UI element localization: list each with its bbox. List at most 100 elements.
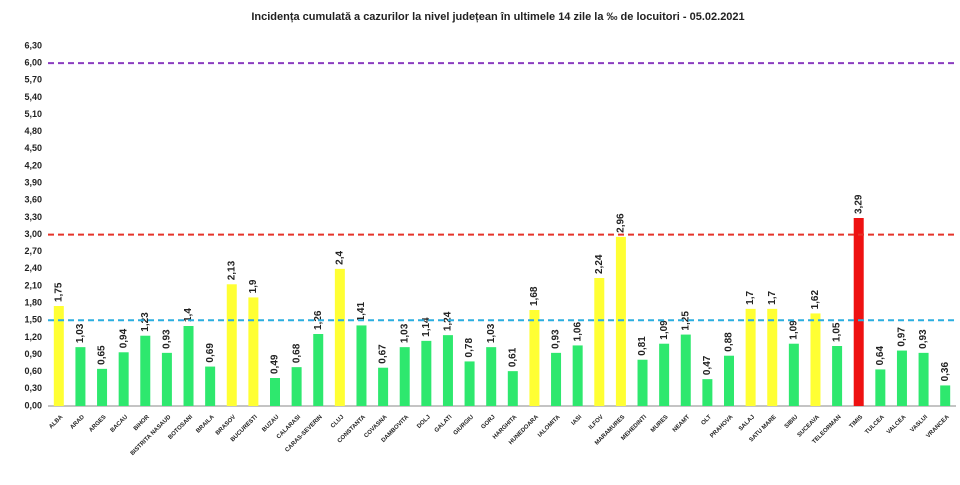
bar [118, 352, 129, 406]
y-tick-label: 1,50 [24, 315, 42, 325]
bar [875, 369, 886, 406]
x-tick-label: BISTRITA NASAUD [130, 414, 173, 457]
x-tick-label: VRANCEA [925, 414, 951, 440]
bar [486, 347, 497, 406]
bar [572, 345, 583, 406]
x-tick-label: PRAHOVA [709, 414, 735, 440]
bar [767, 308, 778, 406]
x-tick-label: OLT [700, 414, 713, 427]
y-tick-label: 4,20 [24, 160, 42, 170]
value-label: 0,65 [97, 345, 108, 365]
bar [551, 352, 562, 406]
value-label: 1,68 [529, 286, 540, 306]
value-label: 1,14 [421, 317, 432, 337]
value-label: 0,93 [918, 329, 929, 349]
y-tick-label: 3,00 [24, 229, 42, 239]
y-tick-label: 5,70 [24, 75, 42, 85]
x-tick-label: BIHOR [133, 414, 151, 432]
y-tick-label: 3,90 [24, 178, 42, 188]
value-label: 0,78 [464, 338, 475, 358]
bar [940, 385, 951, 406]
x-tick-label: GALATI [434, 414, 454, 434]
bar [788, 343, 799, 406]
x-tick-label: GIURGIU [453, 414, 475, 436]
bar [637, 359, 648, 406]
value-label: 0,97 [897, 327, 908, 347]
x-tick-label: VALCEA [886, 414, 908, 436]
value-label: 1,05 [832, 322, 843, 342]
y-tick-label: 2,70 [24, 246, 42, 256]
bar [291, 367, 302, 406]
bar [442, 335, 453, 406]
value-label: 0,88 [724, 332, 735, 352]
bar [270, 378, 280, 406]
x-tick-label: SALAJ [738, 414, 756, 432]
x-tick-label: IALOMITA [537, 414, 562, 439]
y-tick-label: 0,60 [24, 366, 42, 376]
value-label: 1,23 [140, 312, 151, 332]
bar [745, 308, 756, 406]
x-tick-label: ALBA [48, 414, 64, 430]
bar [810, 313, 821, 406]
chart-title: Incidența cumulată a cazurilor la nivel … [251, 11, 744, 23]
y-tick-label: 3,60 [24, 195, 42, 205]
bar [832, 346, 843, 406]
bar [183, 326, 194, 406]
value-label: 1,25 [680, 311, 691, 331]
value-label: 1,62 [810, 290, 821, 310]
y-tick-label: 6,00 [24, 58, 42, 68]
value-label: 0,94 [118, 328, 129, 348]
value-label: 0,69 [205, 343, 216, 363]
value-label: 1,9 [248, 279, 259, 293]
bar [205, 366, 216, 406]
x-tick-label: TIMIS [849, 414, 865, 430]
x-tick-label: BUZAU [261, 414, 280, 433]
y-tick-label: 6,30 [24, 40, 42, 50]
x-tick-label: CARAS-SEVERIN [284, 414, 323, 453]
bar [896, 350, 907, 406]
value-label: 1,41 [356, 302, 367, 322]
value-label: 0,93 [551, 329, 562, 349]
x-tick-label: ILFOV [588, 414, 605, 431]
x-tick-label: BRASOV [215, 414, 237, 436]
value-label: 1,7 [767, 291, 778, 305]
value-label: 0,67 [378, 344, 389, 364]
x-tick-label: BRAILA [195, 414, 216, 435]
bar [53, 306, 64, 406]
y-tick-label: 4,80 [24, 126, 42, 136]
bar [724, 355, 734, 406]
x-tick-label: CLUJ [330, 414, 345, 429]
bar [161, 352, 172, 406]
value-label: 1,4 [183, 308, 194, 322]
y-tick-label: 5,40 [24, 92, 42, 102]
x-tick-label: VASLUI [910, 414, 930, 434]
y-tick-label: 5,10 [24, 109, 42, 119]
bar [702, 379, 713, 406]
bar [615, 236, 626, 406]
bar [97, 368, 108, 406]
value-label: 1,09 [788, 320, 799, 340]
bar [378, 367, 389, 406]
x-tick-label: TULCEA [864, 414, 886, 436]
bar [313, 334, 324, 406]
x-tick-label: ARGES [88, 414, 107, 433]
value-label: 1,03 [399, 323, 410, 343]
bar [226, 284, 237, 406]
value-label: 2,13 [226, 260, 237, 280]
bar [918, 352, 929, 406]
value-label: 0,68 [291, 343, 302, 363]
bar [248, 297, 259, 406]
value-label: 0,64 [875, 346, 886, 366]
value-label: 2,24 [594, 254, 605, 274]
x-tick-label: DOLJ [416, 414, 432, 430]
x-tick-label: BACAU [110, 414, 130, 434]
value-label: 0,81 [637, 336, 648, 356]
x-tick-label: SIBIU [784, 414, 800, 430]
value-label: 1,03 [486, 323, 497, 343]
y-tick-label: 0,90 [24, 349, 42, 359]
y-tick-label: 2,10 [24, 280, 42, 290]
value-label: 1,75 [53, 282, 64, 302]
value-label: 1,09 [659, 320, 670, 340]
value-label: 3,29 [853, 194, 864, 214]
